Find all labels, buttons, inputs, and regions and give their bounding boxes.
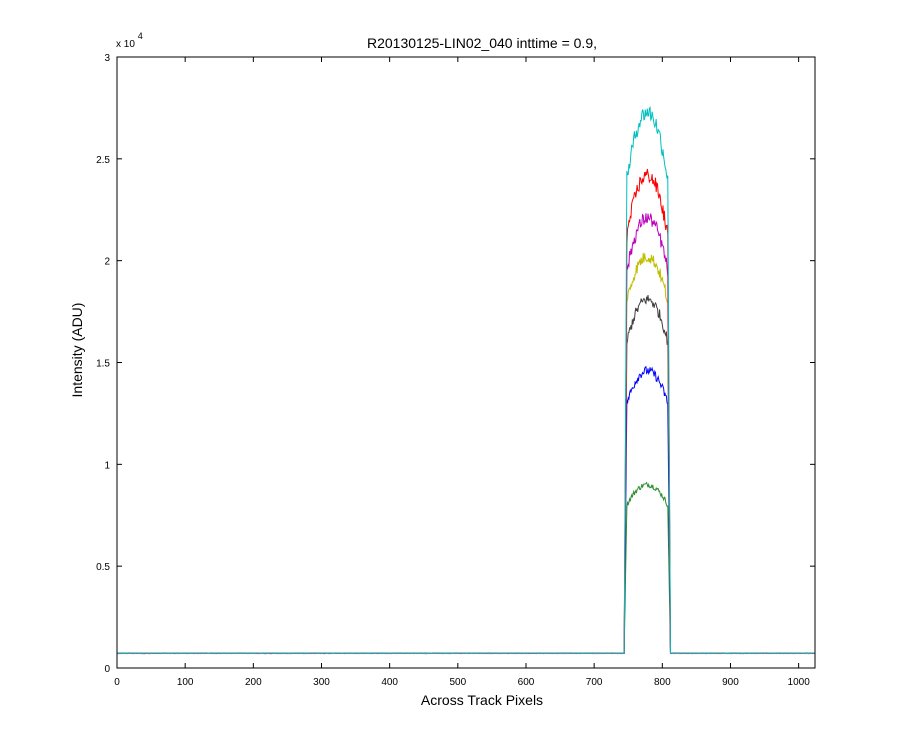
series-line-7	[116, 106, 816, 655]
x-tick-label: 200	[245, 677, 262, 688]
y-tick-label: 3	[104, 53, 110, 64]
y-axis-exponent-base: x 10	[116, 39, 135, 50]
y-tick-label: 1.5	[96, 359, 110, 370]
x-tick-label: 300	[313, 677, 330, 688]
x-tick-label: 0	[114, 677, 120, 688]
x-tick-label: 500	[449, 677, 466, 688]
x-axis: 0 100 200 300 400 500 600 700 800 900 1000	[114, 57, 810, 688]
y-axis: 0 0.5 1 1.5 2 2.5 3	[96, 53, 815, 675]
x-tick-label: 700	[586, 677, 603, 688]
x-axis-label: Across Track Pixels	[421, 692, 543, 708]
y-axis-label: Intensity (ADU)	[69, 303, 85, 398]
y-axis-exponent-power: 4	[138, 31, 143, 41]
y-axis-exponent: x 10 4	[116, 31, 143, 50]
axes-background	[117, 57, 815, 668]
y-tick-label: 1	[104, 460, 110, 471]
x-tick-label: 100	[177, 677, 194, 688]
y-tick-label: 2	[104, 257, 110, 268]
x-tick-label: 800	[654, 677, 671, 688]
y-tick-label: 0	[104, 664, 110, 675]
x-tick-label: 400	[381, 677, 398, 688]
y-tick-label: 0.5	[96, 562, 110, 573]
chart-title: R20130125-LIN02_040 inttime = 0.9,	[367, 35, 597, 51]
plot-area: 0 100 200 300 400 500 600 700 800 900 1000 0 0.5 1 1.…	[96, 53, 816, 688]
y-tick-label: 2.5	[96, 155, 110, 166]
x-tick-label: 1000	[788, 677, 811, 688]
series-layer	[116, 106, 816, 655]
x-tick-label: 900	[722, 677, 739, 688]
x-tick-label: 600	[518, 677, 535, 688]
